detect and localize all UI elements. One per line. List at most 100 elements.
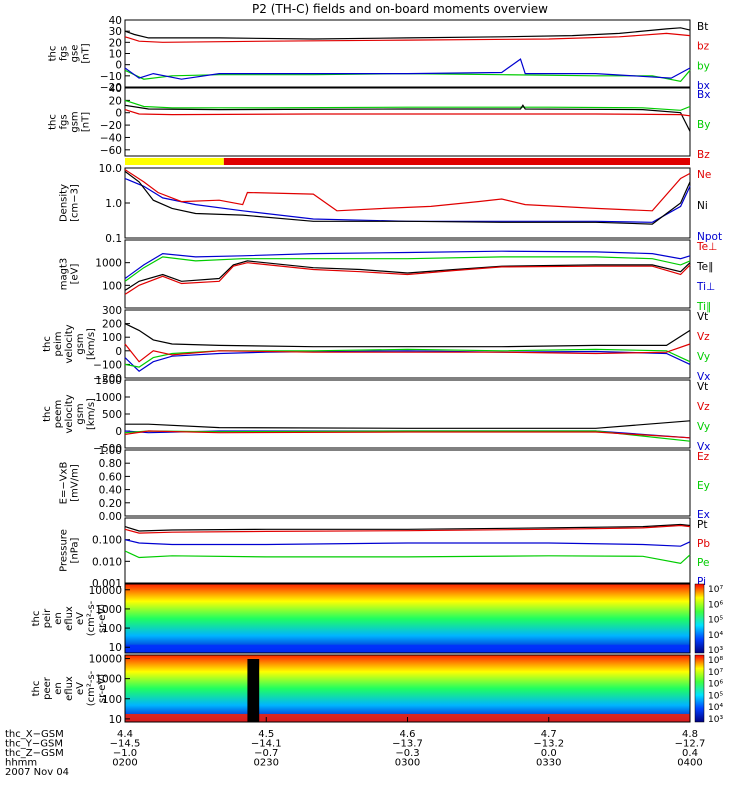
y-axis-label: eflux xyxy=(64,606,75,631)
legend-entry: Ez xyxy=(697,451,710,463)
legend-entry: Te∥ xyxy=(696,261,713,273)
legend-entry: Ey xyxy=(697,480,710,492)
y-axis-label: fgs xyxy=(59,46,70,61)
legend-entry: Vx xyxy=(697,371,710,383)
colorbar-label: 10⁸ xyxy=(708,656,723,666)
y-tick-label: 0.20 xyxy=(99,498,122,510)
panel-pressure: 0.100 0.010 0.001 Pressure [nPa] Pt Pb Pe Pi xyxy=(59,517,710,590)
x-row-value: 0.0 xyxy=(541,748,557,759)
y-tick-label: 0.100 xyxy=(92,535,122,547)
y-tick-label: 1000 xyxy=(95,674,122,686)
y-axis-label: en xyxy=(53,682,64,695)
legend-entry: Pi xyxy=(697,576,706,588)
x-row-value: 4.5 xyxy=(258,729,274,740)
y-tick-label: 1500 xyxy=(95,375,122,387)
y-tick-label: −500 xyxy=(93,443,122,455)
series-Bx xyxy=(124,104,691,132)
colorbar-label: 10³ xyxy=(708,715,723,725)
y-axis-label: en xyxy=(53,612,64,625)
series-Ti∥ xyxy=(124,256,691,282)
y-tick-label: 100 xyxy=(102,332,122,344)
y-axis-label: [nT] xyxy=(81,112,92,132)
legend-entry: Vy xyxy=(697,351,710,363)
series-Vz xyxy=(124,430,691,439)
panel-peem-velocity: 1500 1000 500 0 −500 thc peem velocity gsm [km/s]… xyxy=(42,375,710,455)
panel-efield: 1.000.800.60 0.400.200.00 E=−VxB [mV/m] Ez Ey… xyxy=(59,445,710,523)
y-axis-label: [mV/m] xyxy=(70,464,81,502)
y-tick-label: 10000 xyxy=(89,654,122,666)
legend-entry: Npot xyxy=(697,231,722,243)
legend-entry: bz xyxy=(697,41,710,53)
legend-entry: bx xyxy=(697,80,710,92)
legend-entry: Ex xyxy=(697,509,710,521)
y-axis-label: peim xyxy=(53,331,64,356)
y-tick-label: 200 xyxy=(102,319,122,331)
series-Vz xyxy=(124,343,691,363)
y-axis-label: peir xyxy=(42,608,53,628)
series-Ti⊥ xyxy=(124,250,691,279)
y-axis-label: (cm²-s- xyxy=(86,670,97,706)
y-tick-label: 0.80 xyxy=(99,458,122,470)
series-by xyxy=(124,69,691,83)
x-row-value: −1.0 xyxy=(113,748,137,759)
x-row-value: 0300 xyxy=(395,758,420,769)
y-axis-label: eV xyxy=(75,682,86,695)
colorbar xyxy=(694,654,705,723)
y-tick-label: 0.1 xyxy=(105,233,122,245)
x-row-label: thc_Z−GSM xyxy=(5,748,64,759)
x-row-value: −13.7 xyxy=(392,739,423,750)
panel-temps: 1000 100 magt3 [eV] Te⊥ Te∥ Ti⊥ Ti∥ xyxy=(59,239,717,313)
y-axis-label: sr-eV) xyxy=(97,674,108,703)
y-axis-label: thc xyxy=(42,336,53,352)
y-axis-label: (cm²-s- xyxy=(86,600,97,636)
y-axis-label: gsm xyxy=(75,403,86,424)
y-axis-label: E=−VxB xyxy=(59,462,70,505)
colorbar-label: 10⁴ xyxy=(708,703,723,713)
y-tick-label: −60 xyxy=(100,145,122,157)
y-tick-label: 20 xyxy=(109,95,122,107)
legend-entry: Bz xyxy=(697,149,710,161)
panel-density: 10.0 1.0 0.1 Density [cm−3] Ne Ni Npot xyxy=(59,163,723,245)
y-tick-label: 10 xyxy=(109,49,122,61)
series-Ni xyxy=(124,170,691,225)
y-tick-label: 10000 xyxy=(89,585,122,597)
panel-frame xyxy=(124,309,691,379)
series-bz xyxy=(124,32,691,43)
y-axis-label: gse xyxy=(70,45,81,63)
legend-entry: Vy xyxy=(697,421,710,433)
series-Te∥ xyxy=(124,260,691,291)
panel-frame xyxy=(124,583,691,654)
y-tick-label: −20 xyxy=(100,120,122,132)
y-axis-label: peem xyxy=(53,400,64,428)
y-axis-label: gsm xyxy=(70,111,81,132)
panel-frame xyxy=(124,379,691,449)
legend-entry: Vt xyxy=(697,381,708,393)
y-axis-label: Pressure xyxy=(59,529,70,572)
y-tick-label: 100 xyxy=(102,623,122,635)
colorbar-label: 10⁴ xyxy=(708,631,723,641)
y-axis-label: thc xyxy=(31,681,42,697)
y-tick-label: 100 xyxy=(102,694,122,706)
panel-mode-bar xyxy=(125,158,690,165)
y-tick-label: 0 xyxy=(115,108,122,120)
spectrogram-fill xyxy=(125,584,690,653)
x-row-label: thc_Y−GSM xyxy=(5,739,63,750)
legend-entry: Te⊥ xyxy=(696,241,717,253)
y-tick-label: 1000 xyxy=(95,604,122,616)
y-axis-label: [nPa] xyxy=(70,537,81,563)
series-Bt xyxy=(124,27,691,40)
x-row-value: 0230 xyxy=(254,758,279,769)
x-row-value: −0.3 xyxy=(395,748,419,759)
series-Bz xyxy=(124,109,691,117)
colorbar-label: 10⁵ xyxy=(708,616,723,626)
colorbar-label: 10⁷ xyxy=(708,668,723,678)
legend-entry: Ti⊥ xyxy=(696,281,715,293)
y-tick-label: 10 xyxy=(109,642,122,654)
x-row-value: 0200 xyxy=(112,758,137,769)
legend-entry: Vt xyxy=(697,311,708,323)
